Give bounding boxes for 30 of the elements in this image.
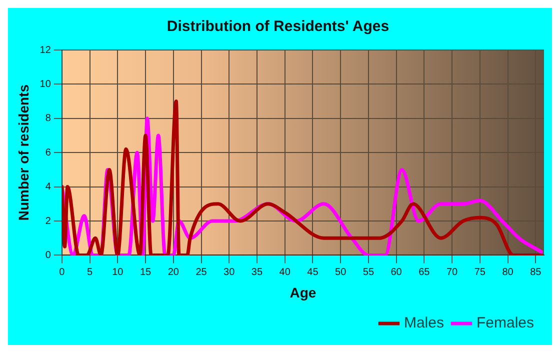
x-tick-label: 55 [362, 266, 374, 278]
x-tick-label: 85 [530, 266, 542, 278]
x-tick-label: 20 [168, 266, 180, 278]
x-tick-label: 25 [196, 266, 208, 278]
y-tick-label: 4 [45, 182, 52, 193]
y-tick-label: 10 [40, 78, 52, 90]
x-tick-label: 40 [279, 266, 291, 278]
y-axis-title: Number of residents [15, 84, 32, 221]
legend-label: Males [404, 314, 444, 332]
y-tick-label: 12 [40, 44, 52, 56]
x-tick-label: 0 [59, 266, 66, 278]
x-tick-label: 15 [140, 266, 152, 278]
x-tick-label: 70 [446, 266, 458, 278]
y-tick-label: 2 [45, 216, 52, 227]
y-tick-label: 0 [45, 250, 52, 261]
x-tick-label: 80 [502, 266, 514, 278]
x-tick-label: 50 [335, 266, 347, 278]
x-tick-label: 45 [307, 266, 319, 278]
x-tick-label: 65 [418, 266, 430, 278]
x-axis-title: Age [290, 284, 316, 300]
x-tick-label: 5 [87, 266, 94, 278]
y-tick-label: 6 [45, 147, 52, 158]
x-tick-label: 75 [474, 266, 486, 278]
x-tick-label: 60 [390, 266, 402, 278]
legend-label: Females [476, 314, 534, 332]
x-tick-label: 35 [251, 266, 263, 278]
y-tick-label: 8 [45, 113, 52, 124]
x-tick-label: 30 [224, 266, 236, 278]
chart-title: Distribution of Residents' Ages [166, 18, 390, 36]
x-tick-label: 10 [112, 266, 124, 278]
